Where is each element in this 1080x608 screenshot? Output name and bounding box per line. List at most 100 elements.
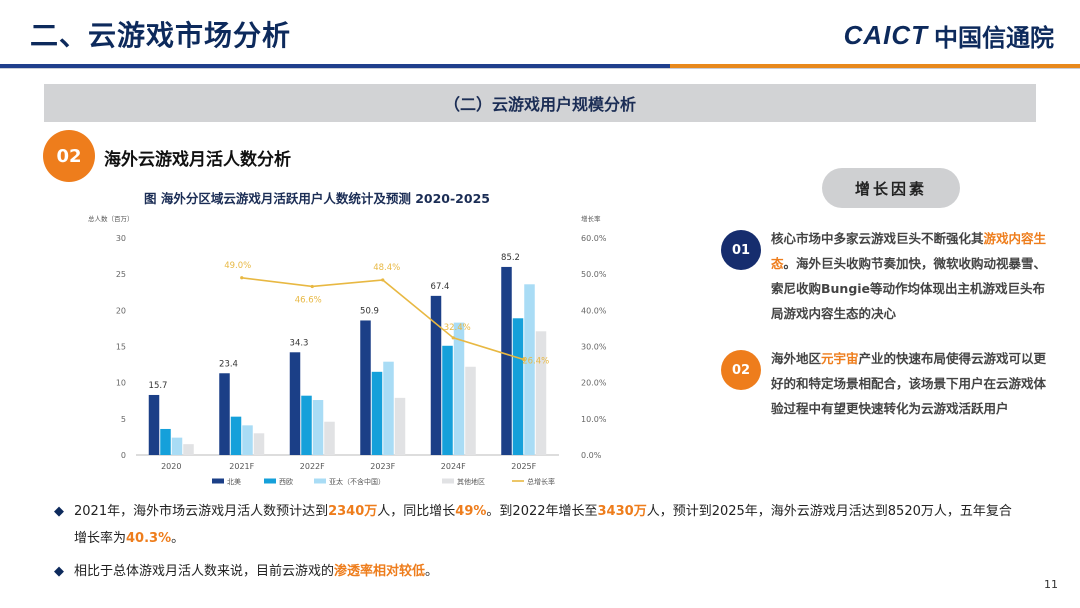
growth-rate-label: 26.4% [522,357,549,367]
factor-number-badge: 01 [721,230,761,270]
bar [148,394,160,455]
page-number: 11 [1044,578,1058,591]
section-title: 海外云游戏月活人数分析 [104,150,291,170]
factor-number-badge: 02 [721,350,761,390]
legend-swatch [212,478,224,484]
x-tick-label: 2023F [370,462,395,471]
total-data-label: 67.4 [431,282,450,292]
growth-rate-label: 48.4% [373,263,400,273]
y-tick-label: 0 [121,451,126,460]
mau-chart: 总人数（百万） 增长率 0 5 10 15 20 25 30 0.0% 10.0% 20.0% 30.0… [88,214,607,486]
bar [253,433,265,455]
total-data-label: 85.2 [501,253,520,263]
growth-rate-label: 46.6% [295,295,322,305]
factor-item-2: 02 海外地区元宇宙产业的快速布局使得云游戏可以更好的和特定场景相配合，该场景下… [721,346,1049,421]
bullet-text: 相比于总体游戏月活人数来说，目前云游戏的渗透率相对较低。 [74,564,439,579]
header-rule-thin [0,68,1080,69]
bar [301,395,312,455]
bar [183,444,194,455]
bar [312,400,324,455]
section-number-badge: 02 [43,130,95,182]
growth-rate-point [381,278,385,282]
caict-logo: CAICT 中国信通院 [844,18,1054,53]
total-data-label: 15.7 [149,381,168,391]
y-axis-title: 总人数（百万） [88,214,134,223]
logo-text-cn: 中国信通院 [934,24,1054,52]
bar [383,361,394,455]
bar [230,416,242,455]
bar [524,284,535,455]
bar [289,352,301,455]
factor-text: 核心市场中多家云游戏巨头不断强化其游戏内容生态。海外巨头收购节奏加快，微软收购动… [771,231,1047,321]
legend-label: 其他地区 [457,477,485,486]
total-data-label: 23.4 [219,359,238,369]
total-data-label: 50.9 [360,306,379,316]
y-tick-label: 5 [121,415,126,424]
y-tick-label: 10 [116,379,126,388]
y2-tick-label: 30.0% [581,343,607,352]
diamond-bullet-icon: ◆ [54,504,64,519]
bar [324,421,335,455]
y2-axis-title: 增长率 [581,214,601,223]
bullet-item: ◆ 相比于总体游戏月活人数来说，目前云游戏的渗透率相对较低。 [54,558,1034,585]
factor-text: 海外地区元宇宙产业的快速布局使得云游戏可以更好的和特定场景相配合，该场景下用户在… [771,351,1047,416]
bar [430,295,442,455]
bar [160,428,171,455]
bar [512,318,524,455]
legend-swatch [264,478,276,484]
bar [219,373,230,455]
x-tick-label: 2020 [161,462,181,471]
x-tick-label: 2022F [300,462,325,471]
factor-highlight: 元宇宙 [821,351,859,366]
y2-tick-label: 40.0% [581,306,607,315]
bar [371,371,383,455]
bar [501,266,512,455]
bar [535,331,547,455]
growth-rate-label: 32.4% [444,323,471,333]
y2-tick-label: 0.0% [581,451,602,460]
total-data-label: 34.3 [290,338,309,348]
bar [465,366,476,455]
page-title: 二、云游戏市场分析 [30,19,292,52]
growth-rate-point [522,357,526,362]
bar [171,437,183,455]
legend-label: 北美 [227,477,241,486]
x-tick-label: 2025F [511,462,536,471]
growth-rate-point [310,284,314,289]
y2-tick-label: 20.0% [581,379,607,388]
legend-label: 西欧 [279,477,293,486]
bar [242,425,253,455]
y2-tick-label: 10.0% [581,415,607,424]
growth-rate-line [241,276,524,361]
legend-swatch [314,478,326,484]
x-tick-label: 2024F [441,462,466,471]
y-tick-label: 15 [116,343,126,352]
header-rule-orange [670,64,1080,68]
y-tick-label: 20 [116,306,126,315]
summary-bullets: ◆ 2021年，海外市场云游戏月活人数预计达到2340万人，同比增长49%。到2… [54,498,1034,585]
diamond-bullet-icon: ◆ [54,564,64,579]
growth-rate-point [451,336,455,340]
growth-rate-point [240,276,244,280]
bar [442,345,453,455]
y2-tick-label: 50.0% [581,270,607,279]
factor-highlight: 游戏内容生态 [771,231,1047,271]
x-tick-label: 2021F [229,462,254,471]
chart-title: 图 海外分区域云游戏月活跃用户人数统计及预测 2020-2025 [144,191,490,206]
legend-label: 亚太（不含中国） [329,477,385,486]
bullet-item: ◆ 2021年，海外市场云游戏月活人数预计达到2340万人，同比增长49%。到2… [54,498,1034,552]
bullet-text: 2021年，海外市场云游戏月活人数预计达到2340万人，同比增长49%。到202… [74,504,1012,546]
logo-text-en: CAICT [843,20,928,50]
bar [360,320,371,455]
bar [394,397,406,455]
growth-rate-label: 49.0% [224,261,251,271]
y-tick-label: 25 [116,270,126,279]
subsection-banner: （二）云游戏用户规模分析 [44,84,1036,122]
legend-swatch [442,478,454,484]
bar [453,322,465,455]
legend-label: 总增长率 [527,477,555,486]
y2-tick-label: 60.0% [581,234,607,243]
factor-item-1: 01 核心市场中多家云游戏巨头不断强化其游戏内容生态。海外巨头收购节奏加快，微软… [721,226,1049,326]
y-tick-label: 30 [116,234,126,243]
